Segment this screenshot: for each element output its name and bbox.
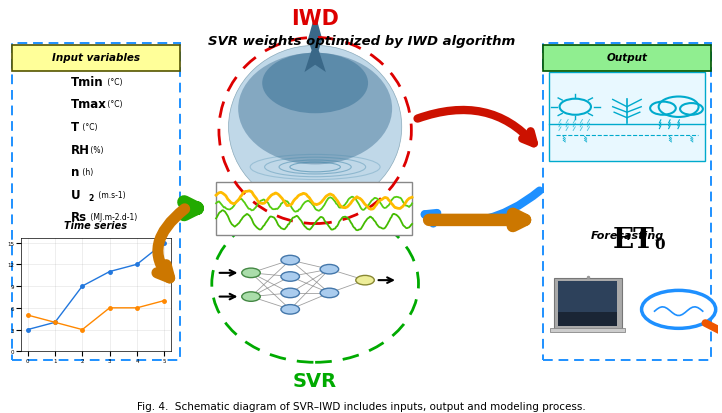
Polygon shape (305, 14, 326, 73)
FancyBboxPatch shape (543, 45, 710, 71)
Text: Input variables: Input variables (52, 53, 140, 63)
Circle shape (320, 265, 339, 274)
Ellipse shape (212, 206, 419, 363)
Circle shape (320, 289, 339, 298)
FancyBboxPatch shape (558, 281, 617, 326)
Text: (%): (%) (88, 145, 104, 154)
Text: SVR: SVR (293, 372, 337, 390)
Ellipse shape (238, 54, 392, 165)
Text: (°C): (°C) (105, 100, 123, 109)
Text: Time series: Time series (64, 221, 128, 231)
FancyBboxPatch shape (549, 73, 705, 162)
Circle shape (242, 268, 260, 278)
FancyBboxPatch shape (554, 279, 622, 330)
FancyBboxPatch shape (558, 281, 617, 312)
Text: (h): (h) (79, 168, 93, 177)
FancyBboxPatch shape (543, 44, 710, 361)
FancyBboxPatch shape (12, 45, 180, 71)
Text: (°C): (°C) (105, 78, 123, 86)
FancyBboxPatch shape (550, 328, 625, 332)
Text: T: T (71, 121, 79, 134)
Circle shape (281, 256, 300, 265)
Ellipse shape (262, 54, 368, 114)
FancyBboxPatch shape (12, 44, 180, 361)
Text: SVR weights optimized by IWD algorithm: SVR weights optimized by IWD algorithm (208, 35, 515, 47)
Ellipse shape (229, 46, 401, 209)
Text: RH: RH (71, 143, 90, 156)
Text: U: U (71, 188, 81, 202)
Circle shape (642, 291, 716, 329)
Text: n: n (71, 166, 79, 179)
Text: Rs: Rs (71, 211, 87, 224)
Text: 0: 0 (654, 238, 665, 252)
Text: 2: 2 (89, 193, 94, 202)
Text: Output: Output (606, 53, 648, 63)
FancyBboxPatch shape (216, 182, 412, 235)
Text: IWD: IWD (291, 9, 339, 29)
Text: Fig. 4.  Schematic diagram of SVR–IWD includes inputs, output and modeling proce: Fig. 4. Schematic diagram of SVR–IWD inc… (136, 401, 586, 411)
Text: ET: ET (613, 227, 654, 254)
Text: Tmin: Tmin (71, 76, 104, 88)
Circle shape (356, 276, 374, 285)
Text: Forecasting: Forecasting (591, 230, 664, 240)
Text: (MJ.m-2.d-1): (MJ.m-2.d-1) (88, 213, 137, 222)
Circle shape (281, 272, 300, 282)
Text: (°C): (°C) (79, 123, 97, 132)
Circle shape (281, 289, 300, 298)
Circle shape (281, 305, 300, 314)
Text: Tmax: Tmax (71, 98, 107, 111)
Circle shape (242, 292, 260, 301)
Text: (m.s-1): (m.s-1) (96, 190, 126, 199)
